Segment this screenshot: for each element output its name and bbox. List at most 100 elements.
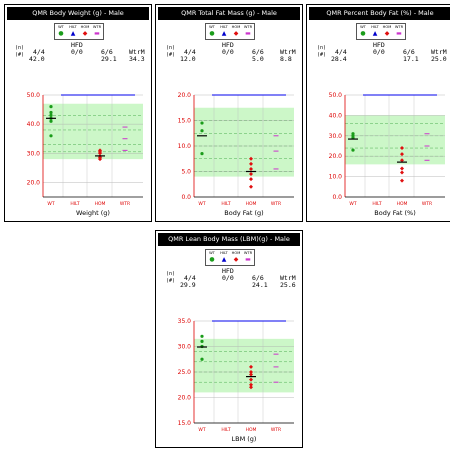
wtr-value: 25.0 [431,55,447,63]
wt-n: 4/4 [33,48,45,56]
wt-data-point [200,152,204,156]
y-tick-label: 30.0 [27,150,41,157]
scatter-chart: 20.0 15.0 10.0 5.0 0.0 WT HILT HOM WTR Body Fat (… [178,92,294,217]
y-tick-label: 25.0 [178,369,192,376]
hilt-n: 0/0 [222,274,234,282]
wt-n: 4/4 [335,48,347,56]
x-tick-label: WT [198,427,205,433]
reference-band [194,107,294,177]
wt-data-point [49,134,53,138]
x-tick-label: WT [47,201,54,207]
n-label: (n) [166,271,176,277]
hom-data-point [249,377,253,382]
pct-label: (#) [166,278,176,284]
panel-title: QMR Total Fat Mass (g) - Male [158,7,300,20]
hom-n: 6/6 [101,48,113,56]
wtr-label: WtrM [280,48,296,56]
legend-item-hilt: HILT ▲ [371,25,379,37]
legend-item-hom: HOM ◆ [382,25,392,37]
hom-data-point [249,161,253,166]
stats-block: (n) (#) HFD 4/4 0/0 6/6 WtrM 12.0 5.0 8.… [156,41,302,77]
panel-percent-body-fat: QMR Percent Body Fat (%) - Male WT ● HILT… [306,4,450,222]
x-axis-label: LBM (g) [232,435,257,443]
stats-block: (n) (#) HFD 4/4 0/0 6/6 WtrM 42.0 29.1 3… [5,41,151,77]
legend-item-hilt: HILT ▲ [220,251,228,263]
stats-block: (n) (#) HFD 4/4 0/0 6/6 WtrM 28.4 17.1 2… [307,41,450,77]
hilt-n: 0/0 [373,48,385,56]
hom-data-point [249,385,253,390]
legend-item-wtr: WTR ▬ [243,25,253,37]
n-label: (n) [166,45,176,51]
x-axis-label: Body Fat (g) [224,209,263,217]
y-tick-label: 40.0 [27,121,41,128]
wt-data-point [200,121,204,125]
wtr-label: WtrM [129,48,145,56]
hilt-n: 0/0 [71,48,83,56]
x-tick-label: WTR [271,201,281,207]
y-tick-label: 15.0 [178,420,192,427]
hom-data-point [249,156,253,161]
y-tick-label: 10.0 [178,143,192,150]
hom-value: 17.1 [403,55,419,63]
y-tick-label: 15.0 [178,118,192,125]
hom-value: 29.1 [101,55,117,63]
wt-data-point [49,119,53,123]
hfd-label: HFD [71,41,83,49]
legend: WT ● HILT ▲ HOM ◆ WTR ▬ [205,23,255,40]
y-tick-label: 30.0 [329,133,343,140]
hom-data-point [249,166,253,171]
n-label: (n) [15,45,25,51]
wt-value: 12.0 [180,55,196,63]
hom-n: 6/6 [252,274,264,282]
y-tick-label: 30.0 [178,344,192,351]
wt-data-point [200,339,204,343]
x-tick-label: WTR [120,201,130,207]
wt-n: 4/4 [184,274,196,282]
hom-data-point [98,151,102,156]
wt-value: 28.4 [331,55,347,63]
legend-item-wt: WT ● [58,25,64,37]
wt-data-point [49,110,53,115]
hom-value: 5.0 [252,55,264,63]
x-tick-label: HOM [246,201,257,207]
hfd-label: HFD [222,267,234,275]
legend: WT ● HILT ▲ HOM ◆ WTR ▬ [54,23,104,40]
x-tick-label: HOM [95,201,106,207]
n-label: (n) [317,45,327,51]
hfd-label: HFD [373,41,385,49]
legend-item-wtr: WTR ▬ [243,251,253,263]
reference-band [194,338,294,393]
scatter-chart: 35.0 30.0 25.0 20.0 15.0 WT HILT HOM WTR LBM (g) [178,318,294,443]
y-tick-label: 20.0 [178,395,192,402]
legend-item-wt: WT ● [209,25,215,37]
wt-value: 42.0 [29,55,45,63]
legend: WT ● HILT ▲ HOM ◆ WTR ▬ [356,23,406,40]
legend-item-wt: WT ● [360,25,366,37]
y-tick-label: 20.0 [329,153,343,160]
legend-item-hom: HOM ◆ [80,25,90,37]
wt-data-point [351,148,355,152]
x-axis-label: Weight (g) [76,209,110,217]
hom-data-point [400,170,404,175]
panel-title: QMR Percent Body Fat (%) - Male [309,7,450,20]
hom-data-point [98,157,102,162]
y-tick-label: 20.0 [27,179,41,186]
x-tick-label: WT [198,201,205,207]
hom-data-point [249,372,253,377]
y-tick-label: 0.0 [181,194,191,201]
hom-data-point [400,178,404,183]
wt-value: 29.9 [180,281,196,289]
legend-item-wtr: WTR ▬ [394,25,404,37]
wtr-value: 8.8 [280,55,292,63]
pct-label: (#) [15,52,25,58]
y-tick-label: 40.0 [329,112,343,119]
x-tick-label: WT [349,201,356,207]
wtr-label: WtrM [431,48,447,56]
reference-band [43,103,143,160]
hom-data-point [249,172,253,177]
hfd-label: HFD [222,41,234,49]
panel-title: QMR Lean Body Mass (LBM)(g) - Male [158,233,300,246]
stats-block: (n) (#) HFD 4/4 0/0 6/6 WtrM 29.9 24.1 2… [156,267,302,303]
scatter-chart: 50.0 40.0 30.0 20.0 10.0 0.0 WT HILT HOM WTR Body … [329,92,445,217]
hom-data-point [400,166,404,171]
